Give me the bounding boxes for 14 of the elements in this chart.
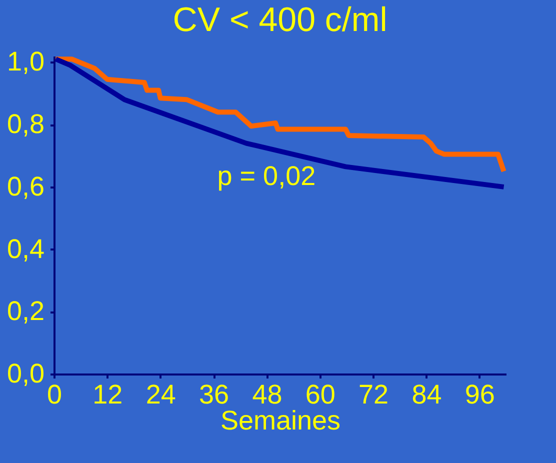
x-tick-label: 12 — [92, 380, 123, 410]
x-tick-label: 96 — [464, 380, 495, 410]
y-tick-label: 0,2 — [6, 296, 44, 326]
y-tick-label: 0,0 — [6, 358, 44, 388]
x-tick-label: 0 — [46, 380, 62, 410]
y-tick-label: 1,0 — [6, 46, 44, 77]
x-tick-label: 24 — [146, 380, 176, 410]
x-tick-label: 72 — [358, 380, 389, 410]
y-tick-label: 0,6 — [6, 171, 44, 202]
y-tick-label: 0,4 — [6, 234, 44, 264]
chart-title: CV < 400 c/ml — [172, 1, 388, 40]
y-tick-label: 0,8 — [6, 109, 44, 140]
annotation: p = 0,02 — [217, 160, 316, 191]
x-tick-label: 84 — [412, 380, 442, 410]
